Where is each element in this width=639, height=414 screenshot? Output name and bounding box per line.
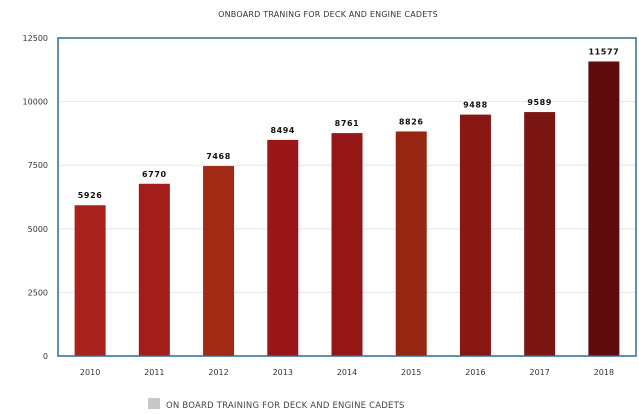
data-label: 5926 bbox=[78, 191, 103, 200]
x-tick-label: 2013 bbox=[273, 368, 293, 377]
legend-swatch bbox=[148, 398, 160, 409]
data-label: 8761 bbox=[335, 119, 360, 128]
bar bbox=[459, 114, 491, 357]
y-tick-label: 0 bbox=[43, 352, 48, 361]
x-tick-label: 2011 bbox=[144, 368, 164, 377]
bar bbox=[267, 139, 299, 356]
legend: ON BOARD TRAINING FOR DECK AND ENGINE CA… bbox=[148, 398, 405, 411]
data-label: 8494 bbox=[270, 126, 295, 135]
y-tick-label: 10000 bbox=[23, 98, 48, 107]
data-label: 9488 bbox=[463, 101, 488, 110]
x-tick-label: 2016 bbox=[465, 368, 485, 377]
data-label: 7468 bbox=[206, 152, 231, 161]
bar bbox=[524, 112, 556, 356]
plot-frame bbox=[57, 37, 637, 357]
bar bbox=[138, 183, 170, 356]
x-tick-label: 2014 bbox=[337, 368, 357, 377]
y-tick-label: 5000 bbox=[28, 225, 48, 234]
x-tick-label: 2010 bbox=[80, 368, 100, 377]
x-tick-label: 2012 bbox=[208, 368, 228, 377]
y-tick-label: 7500 bbox=[28, 161, 48, 170]
bars bbox=[74, 61, 620, 357]
bar bbox=[74, 205, 106, 356]
bar bbox=[588, 61, 620, 357]
x-axis: 2010 2011 2012 2013 2014 2015 2016 2017 2018 bbox=[80, 368, 614, 377]
y-tick-label: 2500 bbox=[28, 288, 48, 297]
y-axis: 0 2500 5000 7500 10000 12500 bbox=[23, 34, 48, 361]
bar bbox=[331, 133, 363, 356]
x-tick-label: 2018 bbox=[594, 368, 614, 377]
data-label: 11577 bbox=[588, 47, 619, 56]
value-labels: 5926 6770 7468 8494 8761 8826 9488 9589 11577 bbox=[78, 47, 619, 200]
x-tick-label: 2017 bbox=[529, 368, 549, 377]
y-tick-label: 12500 bbox=[23, 34, 48, 43]
x-tick-label: 2015 bbox=[401, 368, 421, 377]
data-label: 6770 bbox=[142, 170, 167, 179]
data-label: 9589 bbox=[527, 98, 552, 107]
chart-title: ONBOARD TRANING FOR DECK AND ENGINE CADE… bbox=[218, 10, 438, 19]
bar bbox=[203, 166, 235, 356]
legend-label: ON BOARD TRAINING FOR DECK AND ENGINE CA… bbox=[166, 401, 405, 411]
data-label: 8826 bbox=[399, 117, 424, 126]
bar bbox=[395, 131, 427, 356]
